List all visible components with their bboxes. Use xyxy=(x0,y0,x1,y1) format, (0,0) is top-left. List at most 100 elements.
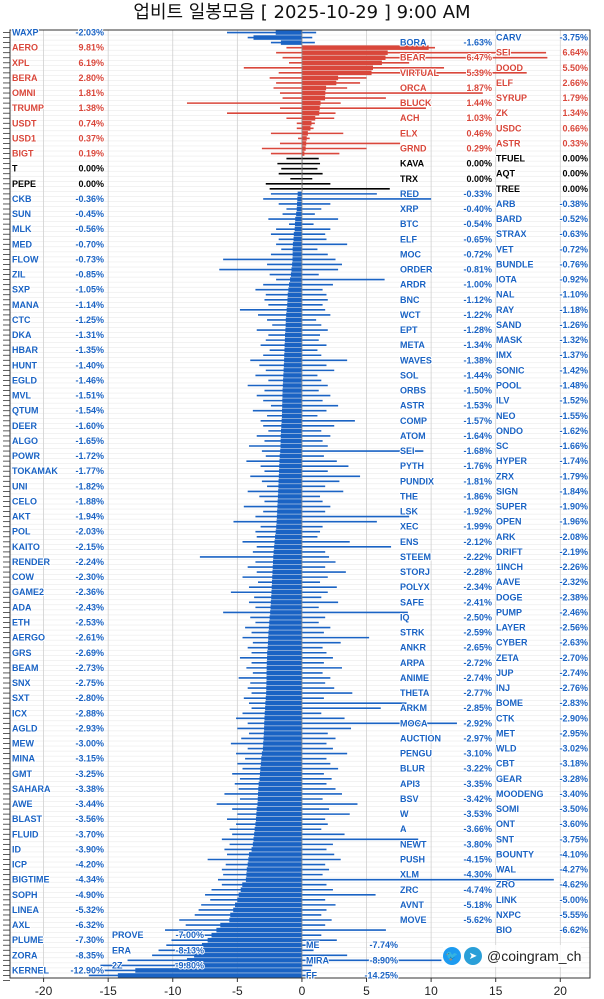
bar-flow xyxy=(292,257,302,262)
change-label: -3.15% xyxy=(75,754,104,764)
change-label: -2.85% xyxy=(463,703,492,713)
coin-label: COW xyxy=(12,572,35,582)
change-label: -4.90% xyxy=(75,890,104,900)
coin-label: STEEM xyxy=(400,552,431,562)
bar-zora xyxy=(194,953,302,958)
change-label: -1.50% xyxy=(463,386,492,396)
coin-label: ATOM xyxy=(400,431,426,441)
coin-label: MEW xyxy=(12,739,35,749)
bar-blur xyxy=(260,766,302,772)
bar-awe xyxy=(257,801,302,807)
change-label: -4.10% xyxy=(559,849,588,859)
coin-label: ZORA xyxy=(12,950,38,960)
change-label: 0.00% xyxy=(466,174,492,184)
coin-label: JUP xyxy=(496,668,514,678)
bar-sxp xyxy=(288,287,302,292)
bar-ankr xyxy=(267,645,302,650)
coin-label: RAY xyxy=(496,305,514,315)
coin-label: AGLD xyxy=(12,723,38,733)
bar-axl xyxy=(220,922,302,928)
change-label: -3.28% xyxy=(559,774,588,784)
bar-api3 xyxy=(258,781,302,787)
change-label: -4.34% xyxy=(75,875,104,885)
change-label: -2.12% xyxy=(463,537,492,547)
coin-label: THE xyxy=(400,491,418,501)
bar-ray xyxy=(286,307,302,313)
coin-label: BIGT xyxy=(12,149,34,159)
bar-pol xyxy=(275,529,302,535)
coin-label: ILV xyxy=(496,396,509,406)
change-label: 5.50% xyxy=(562,63,588,73)
bar-atom xyxy=(280,433,302,439)
telegram-icon[interactable]: ➤ xyxy=(464,947,482,965)
bar-wld xyxy=(262,746,302,751)
coin-label: PUSH xyxy=(400,855,425,865)
change-label: -2.74% xyxy=(559,668,588,678)
bar-ark xyxy=(275,534,302,540)
change-label: 0.00% xyxy=(562,184,588,194)
change-label: 1.44% xyxy=(466,98,492,108)
bar-drift xyxy=(273,549,302,555)
bar-ach xyxy=(301,115,316,121)
bar-sc xyxy=(280,443,302,449)
x-tick-label: 5 xyxy=(363,984,370,998)
bar-dka xyxy=(285,332,302,338)
coin-label: OMNI xyxy=(12,88,36,98)
change-label: -2.97% xyxy=(463,733,492,743)
coin-label: WCT xyxy=(400,310,421,320)
coin-label: EPT xyxy=(400,325,418,335)
bar-grnd xyxy=(301,146,306,151)
coin-label: PYTH xyxy=(400,461,424,471)
change-label: -1.35% xyxy=(75,345,104,355)
bar-wct xyxy=(286,312,302,318)
coin-label: MIRA xyxy=(306,955,329,965)
change-label: -3.80% xyxy=(463,839,492,849)
twitter-icon[interactable]: 🐦 xyxy=(443,947,461,965)
bar-mira xyxy=(186,958,302,963)
coin-label: SXP xyxy=(12,285,30,295)
bar-icp xyxy=(247,862,302,867)
coin-label: BOME xyxy=(496,698,523,708)
coin-label: ETH xyxy=(12,618,30,628)
change-label: -1.28% xyxy=(463,325,492,335)
coin-label: CYBER xyxy=(496,638,528,648)
change-label: -0.72% xyxy=(559,244,588,254)
coin-label: ONDO xyxy=(496,426,523,436)
bar-nal xyxy=(287,292,302,298)
bar-celo xyxy=(277,499,302,504)
bar-w xyxy=(256,811,302,817)
change-label: -2.74% xyxy=(463,673,492,683)
bar-tokamak xyxy=(279,468,302,474)
coin-label: ELF xyxy=(496,78,514,88)
coin-label: BTC xyxy=(400,219,419,229)
coin-label: MLK xyxy=(12,224,32,234)
change-label: -1.82% xyxy=(75,481,104,491)
bar-trump xyxy=(301,105,320,111)
change-label: -1.14% xyxy=(75,300,104,310)
bar-agld xyxy=(264,726,302,731)
change-label: -3.00% xyxy=(75,739,104,749)
bar-xrp xyxy=(296,206,302,212)
coin-label: GRS xyxy=(12,648,32,658)
coin-label: TREE xyxy=(496,184,520,194)
coin-label: BSV xyxy=(400,794,419,804)
plot-border xyxy=(9,29,591,979)
change-label: 0.74% xyxy=(78,118,104,128)
change-label: -2.24% xyxy=(75,557,104,567)
bar-sei xyxy=(280,448,302,454)
coin-label: ZRO xyxy=(496,880,515,890)
coin-label: ORDER xyxy=(400,265,433,275)
change-label: -0.63% xyxy=(559,229,588,239)
change-label: -3.70% xyxy=(75,829,104,839)
bar-prove xyxy=(211,932,302,938)
change-label: 1.38% xyxy=(78,103,104,113)
change-label: -1.55% xyxy=(559,411,588,421)
coin-label: 2Z xyxy=(112,960,123,970)
change-label: -1.48% xyxy=(559,381,588,391)
coin-label: BEAM xyxy=(12,663,39,673)
coin-label: TOKAMAK xyxy=(12,466,58,476)
change-label: -1.66% xyxy=(559,441,588,451)
coin-label: BERA xyxy=(12,73,38,83)
coin-label: PEPE xyxy=(12,179,36,189)
